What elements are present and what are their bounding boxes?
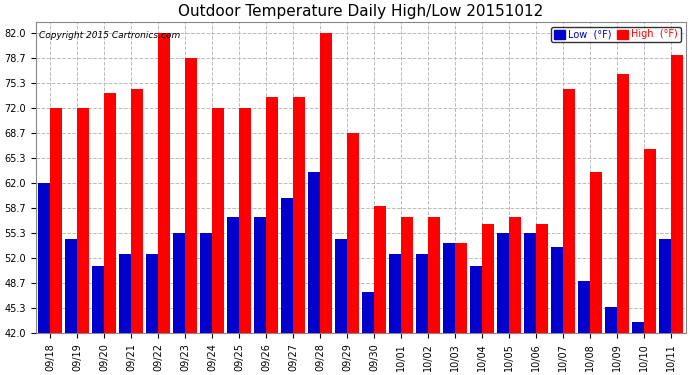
Bar xyxy=(428,217,440,333)
Bar xyxy=(213,108,224,333)
Bar xyxy=(374,206,386,333)
Title: Outdoor Temperature Daily High/Low 20151012: Outdoor Temperature Daily High/Low 20151… xyxy=(178,4,543,19)
Bar xyxy=(186,58,197,333)
Text: Copyright 2015 Cartronics.com: Copyright 2015 Cartronics.com xyxy=(39,31,180,40)
Bar xyxy=(293,97,306,333)
Bar xyxy=(509,217,521,333)
Bar xyxy=(401,217,413,333)
Bar xyxy=(200,233,213,333)
Bar xyxy=(335,239,347,333)
Bar xyxy=(320,33,333,333)
Bar xyxy=(590,172,602,333)
Bar xyxy=(173,233,186,333)
Bar xyxy=(563,89,575,333)
Bar xyxy=(308,172,320,333)
Bar xyxy=(146,254,158,333)
Bar xyxy=(536,224,549,333)
Bar xyxy=(497,233,509,333)
Bar xyxy=(671,56,683,333)
Bar xyxy=(239,108,251,333)
Bar xyxy=(254,217,266,333)
Bar xyxy=(131,89,144,333)
Bar xyxy=(65,239,77,333)
Bar xyxy=(617,74,629,333)
Bar xyxy=(578,280,590,333)
Bar xyxy=(416,254,428,333)
Bar xyxy=(119,254,131,333)
Bar xyxy=(470,266,482,333)
Legend: Low  (°F), High  (°F): Low (°F), High (°F) xyxy=(551,27,681,42)
Bar xyxy=(551,247,563,333)
Bar xyxy=(77,108,90,333)
Bar xyxy=(92,266,104,333)
Bar xyxy=(644,149,656,333)
Bar xyxy=(281,198,293,333)
Bar xyxy=(266,97,278,333)
Bar xyxy=(347,133,359,333)
Bar xyxy=(524,233,536,333)
Bar xyxy=(50,108,63,333)
Bar xyxy=(605,307,617,333)
Bar xyxy=(362,292,374,333)
Bar xyxy=(158,33,170,333)
Bar xyxy=(455,243,467,333)
Bar xyxy=(38,183,50,333)
Bar xyxy=(389,254,401,333)
Bar xyxy=(659,239,671,333)
Bar xyxy=(104,93,117,333)
Bar xyxy=(482,224,494,333)
Bar xyxy=(227,217,239,333)
Bar xyxy=(632,322,644,333)
Bar xyxy=(443,243,455,333)
